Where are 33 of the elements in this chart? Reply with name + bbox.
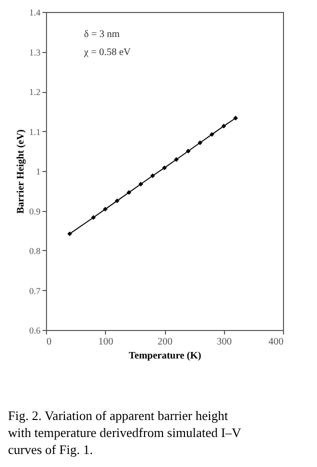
y-tick-label: 1.3 [29,47,41,58]
caption: Fig. 2. Variation of apparent barrier height with temperature derivedfrom simulated I–V curves of Fig. 1. [8,408,242,457]
point [114,198,120,204]
point [102,206,108,212]
point [198,140,202,146]
x-axis-title: Temperature (K) [128,350,202,362]
x-tick-label: 300 [216,336,232,348]
y-tick-label: 0.8 [29,246,41,256]
y-tick-label: 1.4 [29,8,41,18]
point [233,116,238,120]
annotation: δ = 3 nm [84,29,120,40]
point [221,124,226,128]
point [186,148,191,154]
y-axis-title: Barrier Height (eV) [15,129,26,214]
x-tick-label: 400 [268,336,284,348]
point [150,173,155,178]
x-tick-label: 100 [98,336,114,348]
annotation: χ = 0.58 eV [83,47,132,58]
x-tick-label: 0 [46,336,52,348]
y-tick-label: 1.2 [29,87,40,97]
point [162,165,167,170]
point [138,182,144,186]
point [91,215,96,220]
y-tick-label: 1 [36,166,40,176]
point [126,190,132,195]
y-tick-label: 0.7 [29,286,41,296]
point [210,132,214,137]
point [174,157,179,162]
y-tick-label: 1.1 [29,126,40,137]
y-tick-label: 0.9 [29,206,41,216]
x-tick-label: 200 [158,336,172,348]
y-tick-label: 0.6 [29,326,41,336]
point [67,231,72,236]
